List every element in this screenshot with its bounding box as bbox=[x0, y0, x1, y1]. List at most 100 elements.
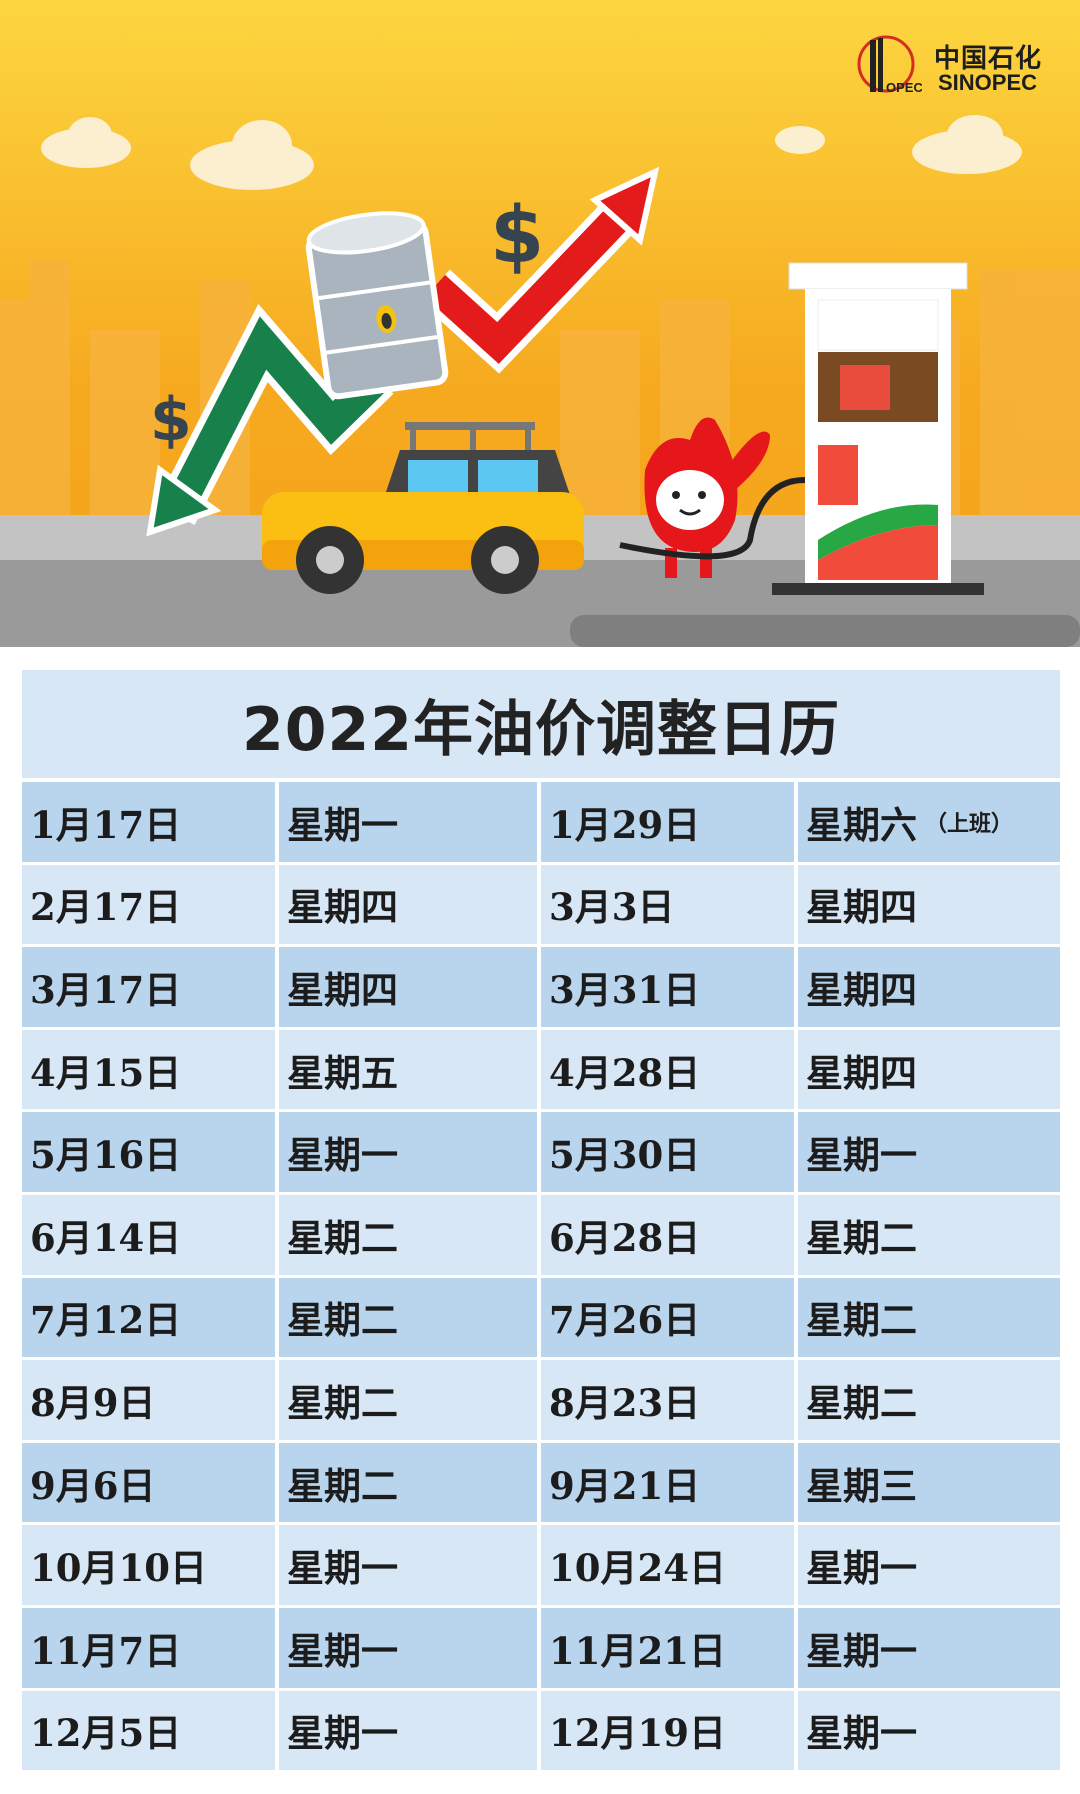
table-row: 2月17日 星期四 3月3日 星期四 bbox=[22, 864, 1060, 948]
weekday-cell: 星期二 bbox=[798, 1194, 1060, 1278]
oil-price-illustration: $ $ bbox=[0, 0, 1080, 647]
weekday-cell: 星期一 bbox=[279, 1112, 541, 1195]
table-row: 4月15日 星期五 4月28日 星期四 bbox=[22, 1029, 1060, 1113]
weekday-cell-text: 星期四 bbox=[806, 885, 917, 930]
sinopec-emblem-icon: OPEC bbox=[857, 35, 923, 95]
date-cell-text: 4月15日 bbox=[30, 1050, 182, 1095]
date-cell: 4月28日 bbox=[541, 1029, 798, 1113]
table-row: 5月16日 星期一 5月30日 星期一 bbox=[22, 1112, 1060, 1195]
table-row: 9月6日 星期二 9月21日 星期三 bbox=[22, 1442, 1060, 1526]
weekday-cell: 星期一 bbox=[798, 1112, 1060, 1195]
date-cell: 10月24日 bbox=[541, 1525, 798, 1608]
mascot-icon bbox=[644, 417, 770, 578]
dollar-icon: $ bbox=[150, 385, 192, 455]
date-cell: 8月23日 bbox=[541, 1360, 798, 1443]
table-title-row: 2022年油价调整日历 bbox=[22, 670, 1060, 782]
weekday-cell: 星期二 bbox=[279, 1277, 541, 1361]
date-cell-text: 6月14日 bbox=[30, 1215, 182, 1260]
date-cell-text: 6月28日 bbox=[549, 1215, 701, 1260]
weekday-cell: 星期四 bbox=[798, 1029, 1060, 1113]
date-cell: 12月5日 bbox=[22, 1690, 279, 1774]
date-cell: 12月19日 bbox=[541, 1690, 798, 1774]
logo-chinese-name: 中国石化 bbox=[934, 44, 1043, 74]
price-adjustment-calendar-table: 2022年油价调整日历 1月17日 星期一 1月29日 星期六 （上班） 2月17日 星期四… bbox=[22, 670, 1060, 1774]
date-cell: 2月17日 bbox=[22, 864, 279, 948]
logo-english-name: SINOPEC bbox=[938, 70, 1038, 95]
date-cell: 11月7日 bbox=[22, 1607, 279, 1691]
weekday-cell-text: 星期二 bbox=[806, 1380, 917, 1425]
weekday-cell-text: 星期一 bbox=[287, 1546, 398, 1591]
weekday-cell: 星期二 bbox=[798, 1277, 1060, 1361]
weekday-cell-text: 星期二 bbox=[287, 1463, 398, 1508]
date-cell: 11月21日 bbox=[541, 1607, 798, 1691]
weekday-cell-text: 星期三 bbox=[806, 1463, 917, 1508]
table-row: 6月14日 星期二 6月28日 星期二 bbox=[22, 1194, 1060, 1278]
date-cell: 6月14日 bbox=[22, 1194, 279, 1278]
weekday-cell-text: 星期五 bbox=[287, 1050, 398, 1095]
weekday-cell-text: 星期一 bbox=[287, 1628, 398, 1673]
date-cell-text: 7月26日 bbox=[549, 1298, 701, 1343]
weekday-cell-text: 星期四 bbox=[806, 967, 917, 1012]
weekday-cell-text: 星期一 bbox=[287, 1133, 398, 1178]
date-cell: 7月26日 bbox=[541, 1277, 798, 1361]
weekday-cell: 星期一 bbox=[798, 1525, 1060, 1608]
date-cell-text: 9月6日 bbox=[30, 1463, 156, 1508]
oil-barrel-icon bbox=[305, 211, 449, 400]
svg-text:OPEC: OPEC bbox=[886, 80, 922, 95]
weekday-cell-text: 星期四 bbox=[287, 967, 398, 1012]
weekday-cell: 星期二 bbox=[798, 1360, 1060, 1443]
weekday-cell: 星期六 （上班） bbox=[798, 782, 1060, 865]
weekday-cell: 星期四 bbox=[798, 947, 1060, 1030]
table-row: 3月17日 星期四 3月31日 星期四 bbox=[22, 947, 1060, 1030]
weekday-cell-text: 星期二 bbox=[806, 1215, 917, 1260]
date-cell-text: 10月24日 bbox=[549, 1546, 726, 1591]
date-cell: 1月17日 bbox=[22, 782, 279, 865]
weekday-cell: 星期一 bbox=[279, 1607, 541, 1691]
date-cell-text: 3月31日 bbox=[549, 967, 701, 1012]
date-cell: 3月3日 bbox=[541, 864, 798, 948]
table-title: 2022年油价调整日历 bbox=[242, 694, 840, 765]
date-cell-text: 5月16日 bbox=[30, 1133, 182, 1178]
date-cell-text: 12月19日 bbox=[549, 1711, 726, 1756]
weekday-cell-text: 星期一 bbox=[287, 1711, 398, 1756]
date-cell: 1月29日 bbox=[541, 782, 798, 865]
table-row: 7月12日 星期二 7月26日 星期二 bbox=[22, 1277, 1060, 1361]
car-icon bbox=[262, 422, 584, 594]
dollar-icon: $ bbox=[490, 191, 544, 281]
date-cell: 4月15日 bbox=[22, 1029, 279, 1113]
date-cell-text: 1月29日 bbox=[549, 802, 701, 847]
weekday-cell: 星期二 bbox=[279, 1442, 541, 1526]
date-cell-text: 3月3日 bbox=[549, 885, 675, 930]
weekday-cell: 星期一 bbox=[279, 1690, 541, 1774]
weekday-cell-text: 星期一 bbox=[806, 1711, 917, 1756]
weekday-cell: 星期四 bbox=[798, 864, 1060, 948]
date-cell: 5月30日 bbox=[541, 1112, 798, 1195]
date-cell-text: 7月12日 bbox=[30, 1298, 182, 1343]
weekday-cell: 星期四 bbox=[279, 864, 541, 948]
date-cell-text: 11月21日 bbox=[549, 1628, 726, 1673]
weekday-cell-text: 星期二 bbox=[806, 1298, 917, 1343]
date-cell: 9月21日 bbox=[541, 1442, 798, 1526]
banner-illustration: $ $ bbox=[0, 0, 1080, 647]
weekday-cell-text: 星期二 bbox=[287, 1380, 398, 1425]
weekday-cell-text: 星期二 bbox=[287, 1298, 398, 1343]
weekday-cell-text: 星期一 bbox=[806, 1628, 917, 1673]
weekday-cell-text: 星期六 bbox=[806, 802, 917, 847]
weekday-cell: 星期一 bbox=[279, 782, 541, 865]
date-cell: 9月6日 bbox=[22, 1442, 279, 1526]
table-row: 12月5日 星期一 12月19日 星期一 bbox=[22, 1690, 1060, 1774]
clouds bbox=[41, 115, 1022, 190]
date-cell-text: 3月17日 bbox=[30, 967, 182, 1012]
weekday-cell-text: 星期四 bbox=[287, 885, 398, 930]
workday-note: （上班） bbox=[925, 810, 1014, 837]
date-cell: 7月12日 bbox=[22, 1277, 279, 1361]
date-cell: 8月9日 bbox=[22, 1360, 279, 1443]
table-row: 8月9日 星期二 8月23日 星期二 bbox=[22, 1360, 1060, 1443]
date-cell-text: 9月21日 bbox=[549, 1463, 701, 1508]
weekday-cell: 星期一 bbox=[798, 1690, 1060, 1774]
sinopec-logo: OPEC 中国石化 SINOPEC bbox=[852, 34, 1052, 98]
weekday-cell: 星期二 bbox=[279, 1360, 541, 1443]
table-row: 10月10日 星期一 10月24日 星期一 bbox=[22, 1525, 1060, 1608]
weekday-cell: 星期二 bbox=[279, 1194, 541, 1278]
table-row: 11月7日 星期一 11月21日 星期一 bbox=[22, 1607, 1060, 1691]
